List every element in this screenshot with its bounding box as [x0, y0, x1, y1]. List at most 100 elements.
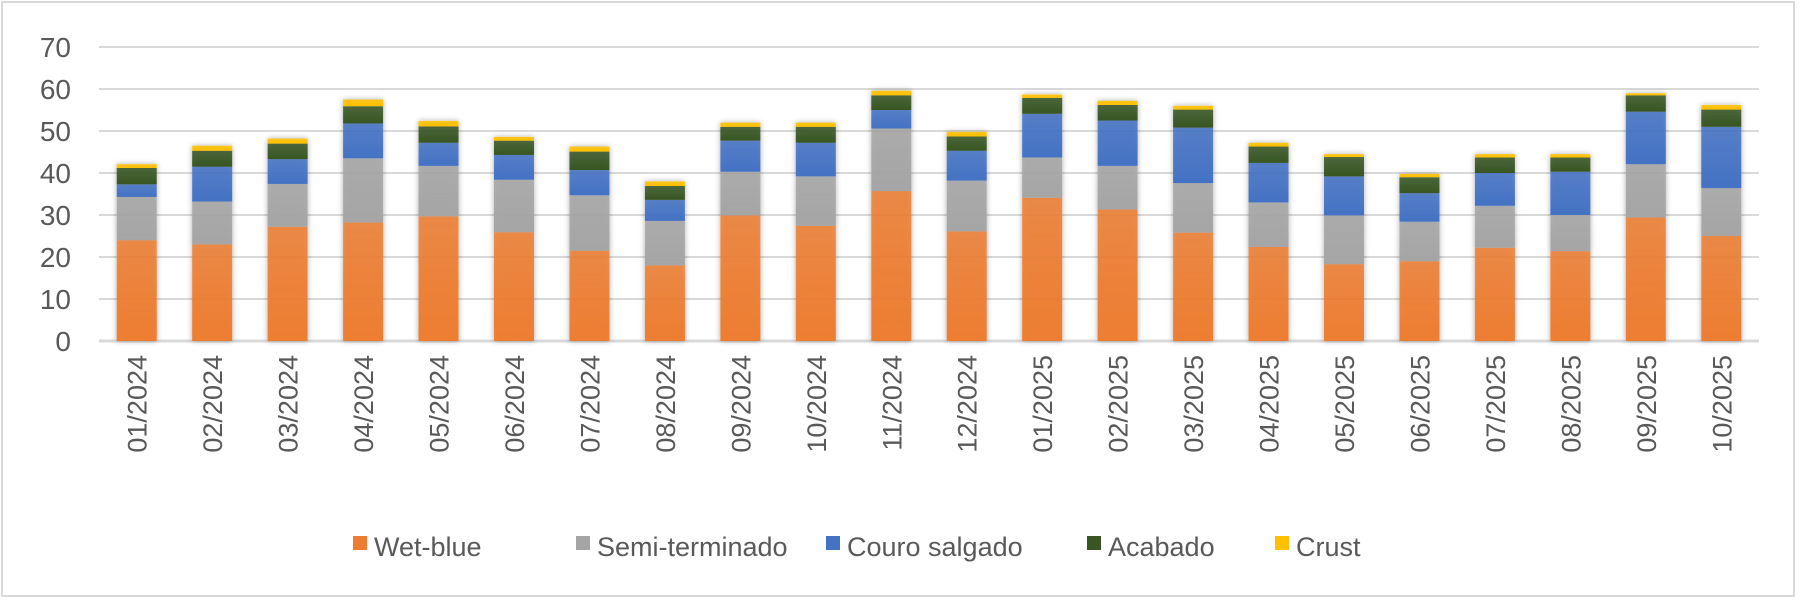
bar-crust: [1474, 154, 1515, 158]
legend-label: Couro salgado: [847, 532, 1023, 562]
x-tick-label: 08/2024: [651, 355, 681, 453]
bar-acabado: [1022, 97, 1063, 114]
bar-acabado: [1097, 104, 1138, 121]
bar-acabado: [343, 106, 384, 124]
bar-wet-blue: [720, 215, 761, 341]
bar-stack: [569, 146, 610, 341]
bar-semi-terminado: [1022, 157, 1063, 198]
bar-wet-blue: [1701, 236, 1742, 341]
bars: [116, 90, 1742, 341]
legend-swatch: [826, 536, 840, 550]
bar-wet-blue: [1474, 247, 1515, 341]
bar-wet-blue: [1399, 261, 1440, 341]
bar-wet-blue: [494, 232, 534, 341]
bar-wet-blue: [569, 250, 610, 341]
legend-swatch: [576, 536, 590, 550]
x-tick-label: 01/2024: [123, 355, 153, 453]
bar-crust: [418, 120, 459, 127]
bar-couro-salgado: [1550, 171, 1591, 215]
legend-swatch: [1087, 536, 1101, 550]
x-tick-label: 02/2024: [198, 355, 228, 453]
bar-acabado: [116, 167, 157, 185]
bar-couro-salgado: [569, 170, 610, 196]
x-tick-label: 10/2024: [802, 355, 832, 453]
x-tick-label: 08/2025: [1556, 355, 1586, 453]
bar-couro-salgado: [267, 159, 308, 184]
x-tick-label: 09/2025: [1632, 355, 1662, 453]
bar-wet-blue: [116, 240, 157, 341]
x-tick-label: 04/2025: [1255, 355, 1285, 453]
bar-crust: [116, 164, 157, 168]
bar-couro-salgado: [795, 142, 836, 177]
bar-semi-terminado: [946, 180, 987, 232]
bar-stack: [267, 138, 308, 341]
bar-couro-salgado: [644, 199, 685, 221]
bar-couro-salgado: [1474, 173, 1515, 206]
bar-couro-salgado: [1173, 127, 1214, 184]
bar-stack: [1022, 94, 1063, 341]
bar-acabado: [1625, 95, 1666, 112]
bar-stack: [418, 120, 459, 341]
stacked-bar-chart: 0 10 20 30 40 50 60 70 01/2024 02/2024 03/2024 04/…: [40, 32, 1759, 562]
bar-acabado: [644, 186, 685, 200]
bar-acabado: [871, 95, 912, 110]
bar-wet-blue: [267, 226, 308, 341]
bar-stack: [1550, 154, 1591, 341]
bar-stack: [1248, 142, 1289, 341]
y-tick-label: 10: [40, 284, 71, 315]
bar-acabado: [1324, 157, 1364, 177]
bar-wet-blue: [1022, 197, 1063, 341]
bar-acabado: [1399, 177, 1440, 194]
bar-crust: [644, 181, 685, 187]
bar-couro-salgado: [1399, 193, 1440, 222]
x-tick-label: 10/2025: [1707, 355, 1737, 453]
bar-couro-salgado: [116, 184, 157, 197]
bar-couro-salgado: [1625, 111, 1666, 165]
bar-wet-blue: [644, 265, 685, 341]
bar-wet-blue: [1324, 264, 1364, 341]
bar-crust: [1399, 173, 1440, 178]
x-tick-label: 07/2024: [575, 355, 605, 453]
bar-acabado: [1701, 109, 1742, 127]
bar-crust: [946, 131, 987, 137]
bar-semi-terminado: [1097, 165, 1138, 210]
legend: Wet-blue Semi-terminado Couro salgado Acaba…: [353, 532, 1361, 562]
bar-stack: [116, 164, 157, 341]
bar-semi-terminado: [1550, 215, 1591, 252]
bar-crust: [1248, 142, 1289, 147]
bar-semi-terminado: [1625, 164, 1666, 218]
y-axis-ticks: 0 10 20 30 40 50 60 70: [40, 32, 71, 357]
x-tick-label: 07/2025: [1481, 355, 1511, 453]
bar-couro-salgado: [1097, 120, 1138, 166]
legend-label: Wet-blue: [374, 532, 482, 562]
bar-crust: [267, 138, 308, 144]
x-tick-label: 03/2024: [274, 355, 304, 453]
y-tick-label: 50: [40, 116, 71, 147]
bar-couro-salgado: [1248, 162, 1289, 203]
bar-semi-terminado: [494, 179, 534, 233]
bar-crust: [871, 90, 912, 96]
bar-crust: [1173, 105, 1214, 110]
legend-swatch: [353, 536, 367, 550]
bar-semi-terminado: [1474, 205, 1515, 248]
bar-acabado: [418, 126, 459, 143]
bar-stack: [946, 131, 987, 341]
bar-stack: [795, 122, 836, 341]
bar-semi-terminado: [1248, 202, 1289, 247]
bar-couro-salgado: [1022, 113, 1063, 158]
bar-crust: [343, 99, 384, 107]
bar-wet-blue: [1550, 251, 1591, 341]
x-tick-label: 06/2025: [1405, 355, 1435, 453]
legend-label: Crust: [1296, 532, 1361, 562]
bar-semi-terminado: [1324, 215, 1364, 265]
y-tick-label: 60: [40, 74, 71, 105]
bar-couro-salgado: [720, 140, 761, 172]
bar-wet-blue: [418, 216, 459, 341]
bar-acabado: [1550, 157, 1591, 172]
bar-stack: [1097, 100, 1138, 341]
y-tick-label: 0: [55, 326, 71, 357]
bar-wet-blue: [871, 191, 912, 341]
bar-acabado: [1248, 146, 1289, 163]
bar-crust: [795, 122, 836, 127]
